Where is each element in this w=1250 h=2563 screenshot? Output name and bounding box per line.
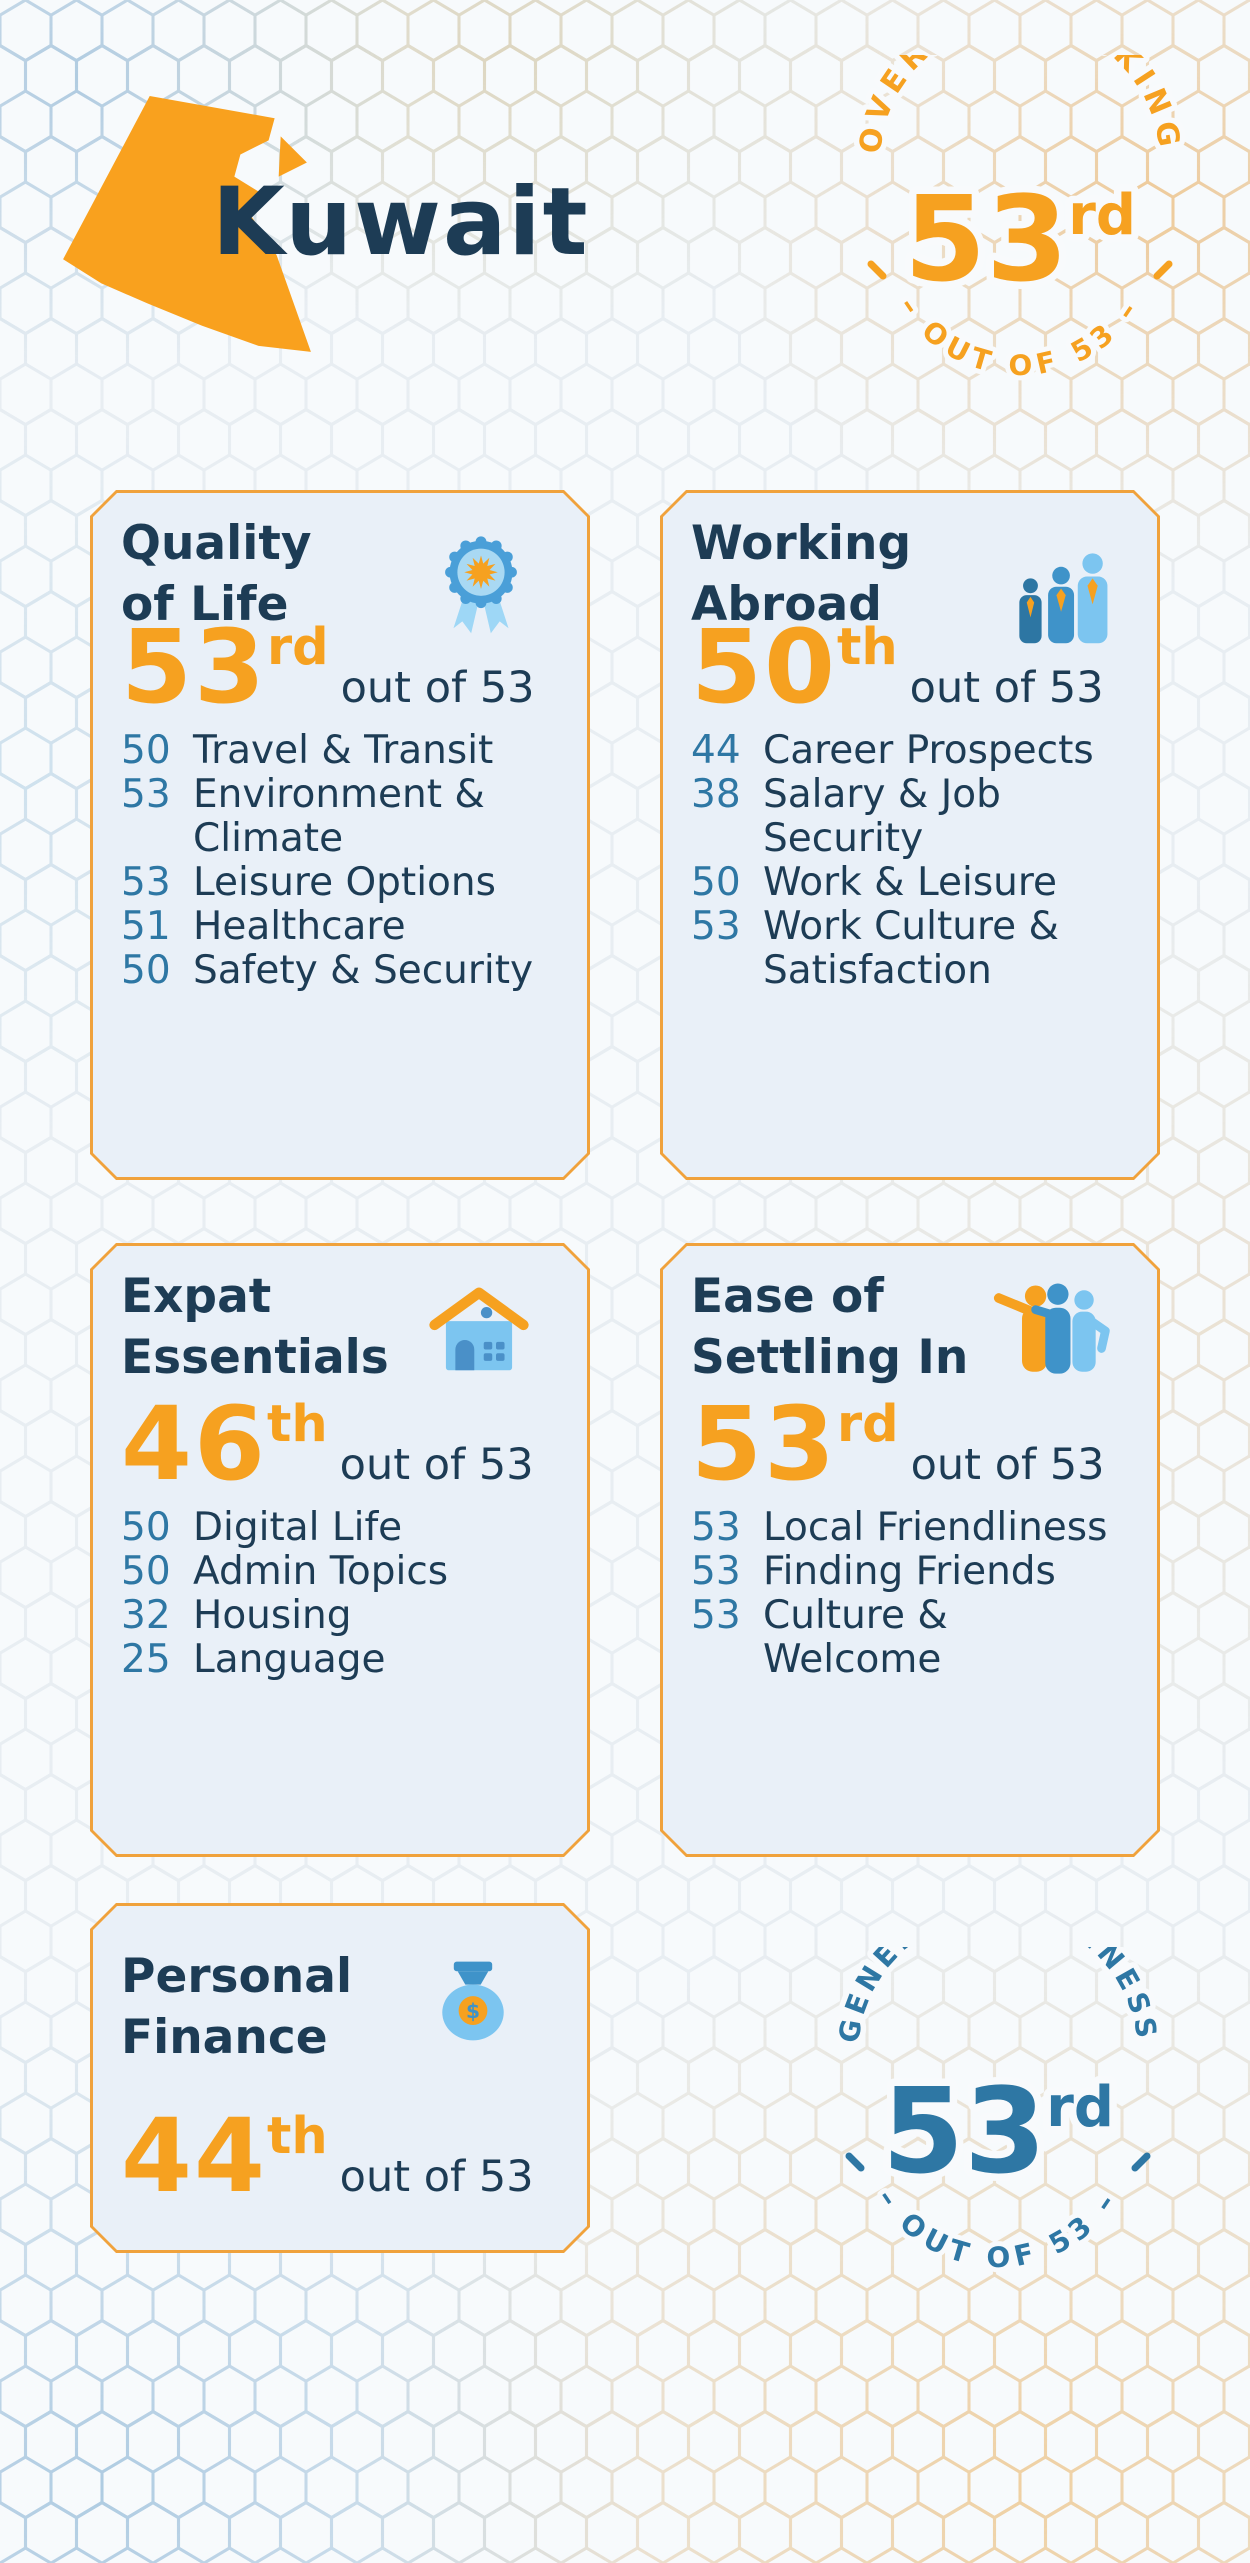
friends-icon xyxy=(991,1282,1117,1380)
badge-dash-right xyxy=(1153,260,1173,280)
list-item: 50 Travel & Transit xyxy=(121,728,494,773)
list-item: 53 Environment & Climate xyxy=(121,772,485,861)
subcategory-list: 50 Travel & Transit 53 Environment & Clima… xyxy=(121,729,567,993)
list-item: 51 Healthcare xyxy=(121,904,406,949)
list-item: 25 Language xyxy=(121,1637,386,1682)
page-title: Kuwait xyxy=(212,168,590,277)
subcategory-list: 44 Career Prospects 38 Salary & Job Securi… xyxy=(691,729,1137,993)
list-item: 53 Leisure Options xyxy=(121,860,496,905)
overall-ranking-arc-label: OVERALL RANKING xyxy=(853,55,1188,156)
businessmen-icon xyxy=(1011,541,1113,651)
card-title: Expat Essentials xyxy=(121,1269,389,1385)
kuwait-map-icon xyxy=(63,96,311,352)
list-item: 50 Digital Life xyxy=(121,1505,403,1550)
card-title: Quality of Life xyxy=(121,516,312,632)
list-item: 50 Work & Leisure xyxy=(691,860,1058,905)
overall-ranking-badge: OVERALL RANKING – OUT OF 53 – 53rd xyxy=(847,55,1188,387)
happiness-rank-value: 53rd xyxy=(882,2062,1114,2200)
list-item: 32 Housing xyxy=(121,1593,352,1638)
card-title: Ease of Settling In xyxy=(691,1269,969,1385)
general-happiness-badge: GENERAL HAPPINESS – OUT OF 53 – 53rd xyxy=(827,1947,1165,2279)
list-item: 53 Culture & Welcome xyxy=(691,1593,948,1682)
card-title: Personal Finance xyxy=(121,1949,353,2065)
badge-dash-left xyxy=(867,260,887,280)
general-happiness-arc-label: GENERAL HAPPINESS xyxy=(832,1947,1164,2045)
list-item: 53 Local Friendliness xyxy=(691,1505,1108,1550)
card-title: Working Abroad xyxy=(691,516,912,632)
list-item: 50 Admin Topics xyxy=(121,1549,449,1594)
subcategory-list: 53 Local Friendliness 53 Finding Friends 5… xyxy=(691,1506,1137,1682)
badge-dash-left xyxy=(845,2152,865,2172)
list-item: 50 Safety & Security xyxy=(121,948,534,993)
money-bag-icon: $ xyxy=(425,1950,521,2050)
badge-dash-right xyxy=(1131,2152,1151,2172)
medal-icon xyxy=(431,527,531,645)
overall-rank-value: 53rd xyxy=(904,170,1136,308)
house-icon xyxy=(427,1286,531,1378)
dollar-sign-glyph: $ xyxy=(466,1999,480,2023)
list-item: 53 Finding Friends xyxy=(691,1549,1056,1594)
list-item: 53 Work Culture & Satisfaction xyxy=(691,904,1059,993)
list-item: 44 Career Prospects xyxy=(691,728,1094,773)
list-item: 38 Salary & Job Security xyxy=(691,772,1001,861)
subcategory-list: 50 Digital Life 50 Admin Topics 32 Housing … xyxy=(121,1506,567,1682)
